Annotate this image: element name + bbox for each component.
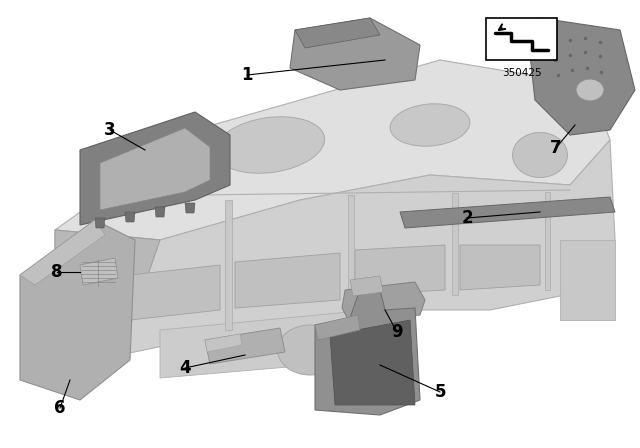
Polygon shape xyxy=(452,193,458,295)
Text: 350425: 350425 xyxy=(502,69,541,78)
Polygon shape xyxy=(530,18,635,135)
Polygon shape xyxy=(355,245,445,295)
Polygon shape xyxy=(205,328,285,364)
Polygon shape xyxy=(330,320,415,405)
Text: 5: 5 xyxy=(435,383,445,401)
Polygon shape xyxy=(80,112,230,225)
Bar xyxy=(486,18,557,60)
Polygon shape xyxy=(560,240,615,320)
Ellipse shape xyxy=(278,325,342,375)
Text: 4: 4 xyxy=(179,359,191,377)
Polygon shape xyxy=(100,128,210,210)
Polygon shape xyxy=(315,315,360,340)
Polygon shape xyxy=(185,203,195,213)
Text: 7: 7 xyxy=(550,139,562,157)
Polygon shape xyxy=(290,18,420,90)
Polygon shape xyxy=(205,334,242,352)
Polygon shape xyxy=(80,258,118,285)
Ellipse shape xyxy=(216,117,324,173)
Text: 8: 8 xyxy=(51,263,63,281)
Polygon shape xyxy=(160,310,370,378)
Ellipse shape xyxy=(513,133,568,177)
Polygon shape xyxy=(295,18,380,48)
Polygon shape xyxy=(95,218,105,228)
Polygon shape xyxy=(130,265,220,320)
Polygon shape xyxy=(235,253,340,308)
Polygon shape xyxy=(342,282,425,323)
Polygon shape xyxy=(315,290,420,415)
Polygon shape xyxy=(400,197,615,228)
Text: 6: 6 xyxy=(54,399,66,417)
Text: 1: 1 xyxy=(241,66,253,84)
Text: 9: 9 xyxy=(391,323,403,341)
Polygon shape xyxy=(155,207,165,217)
Polygon shape xyxy=(20,220,135,400)
Ellipse shape xyxy=(576,79,604,101)
Text: 3: 3 xyxy=(104,121,116,139)
Polygon shape xyxy=(350,276,383,296)
Polygon shape xyxy=(225,200,232,330)
Polygon shape xyxy=(55,140,615,355)
Polygon shape xyxy=(55,230,160,355)
Polygon shape xyxy=(545,192,550,290)
Polygon shape xyxy=(20,220,105,285)
Polygon shape xyxy=(460,245,540,290)
Polygon shape xyxy=(55,60,610,240)
Text: 2: 2 xyxy=(461,209,473,227)
Polygon shape xyxy=(348,195,354,310)
Ellipse shape xyxy=(390,104,470,146)
Polygon shape xyxy=(125,212,135,222)
